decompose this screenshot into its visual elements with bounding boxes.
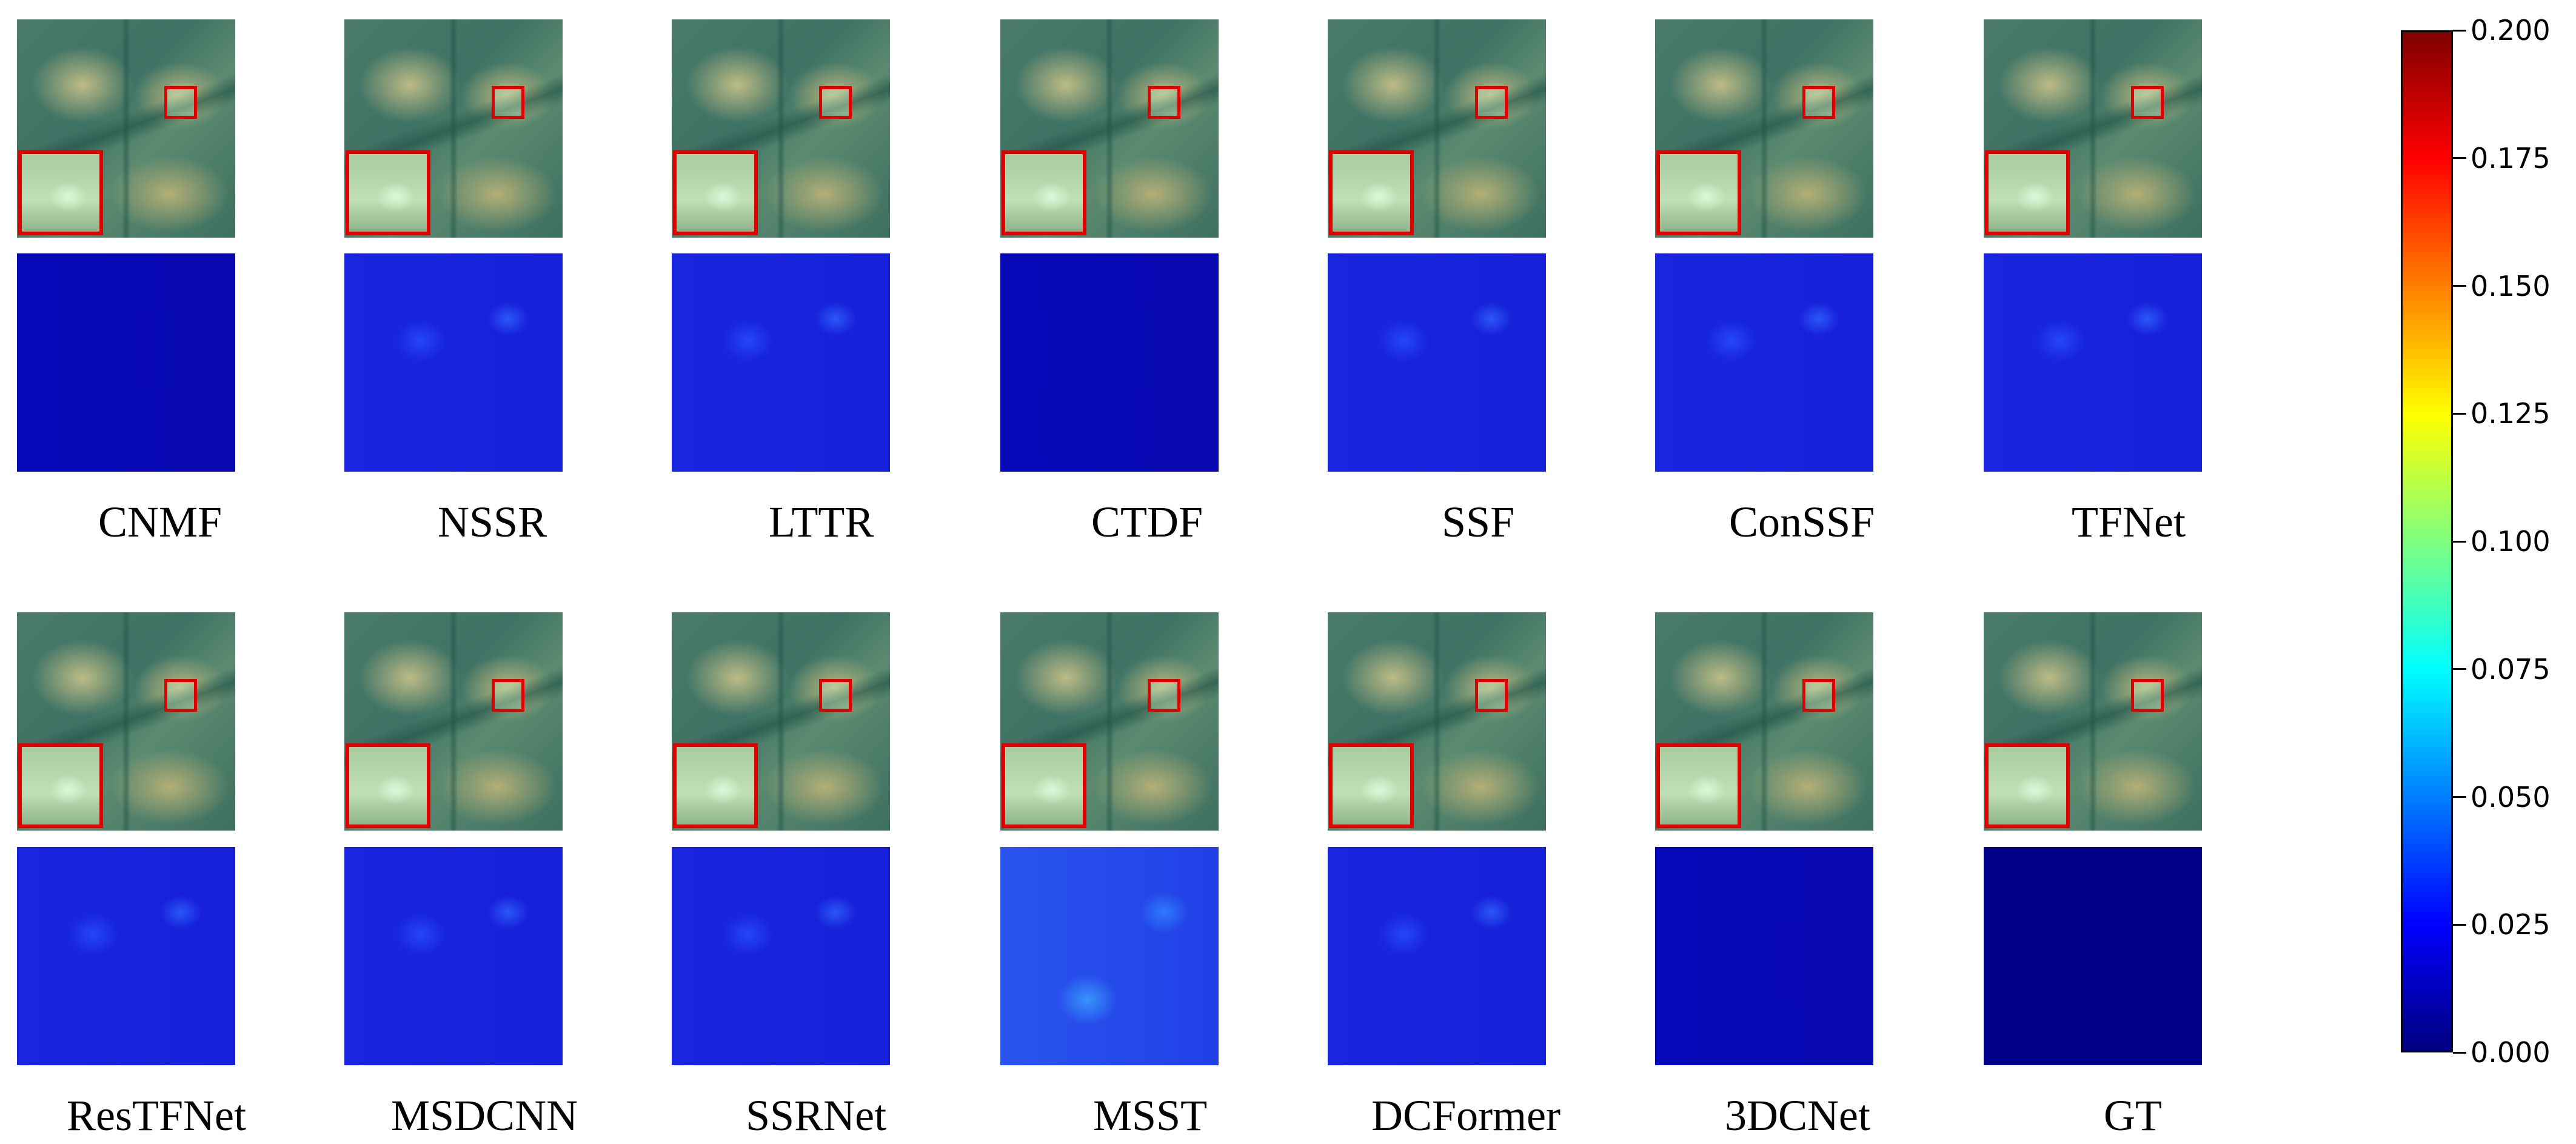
error-map-ssrnet	[672, 847, 890, 1065]
error-map-ssf	[1328, 253, 1546, 472]
colorbar-tick	[2453, 540, 2466, 543]
zoom-inset	[346, 743, 430, 828]
roi-box	[492, 679, 524, 712]
zoom-inset	[18, 743, 103, 828]
error-map-cnmf	[17, 253, 235, 472]
method-label-msst: MSST	[1093, 1091, 1208, 1140]
method-label-cnmf: CNMF	[98, 498, 222, 546]
rgb-msst	[1000, 612, 1219, 831]
roi-box	[819, 679, 852, 712]
colorbar-tick-label: 0.150	[2471, 269, 2551, 303]
zoom-inset	[1985, 743, 2070, 828]
method-label-ssf: SSF	[1442, 498, 1515, 546]
rgb-nssr	[344, 19, 563, 238]
error-map-msdcnn	[344, 847, 563, 1065]
rgb-ssf	[1328, 19, 1546, 238]
method-label-tfnet: TFNet	[2072, 498, 2186, 546]
colorbar-tick	[2453, 668, 2466, 671]
rgb-gt	[1984, 612, 2202, 831]
method-label-ssrnet: SSRNet	[746, 1091, 887, 1140]
error-map-nssr	[344, 253, 563, 472]
method-label-nssr: NSSR	[438, 498, 547, 546]
rgb-restfnet	[17, 612, 235, 831]
colorbar-tick-label: 0.175	[2471, 141, 2551, 175]
zoom-inset	[1002, 743, 1086, 828]
error-map-3dcnet	[1655, 847, 1873, 1065]
rgb-cnmf	[17, 19, 235, 238]
colorbar-tick-label: 0.025	[2471, 908, 2551, 942]
colorbar-tick	[2453, 412, 2466, 415]
roi-box	[2131, 86, 2164, 119]
colorbar-tick-label: 0.075	[2471, 652, 2551, 686]
method-label-gt: GT	[2104, 1091, 2162, 1140]
method-label-conssf: ConSSF	[1729, 498, 1875, 546]
zoom-inset	[1656, 150, 1741, 235]
rgb-tfnet	[1984, 19, 2202, 238]
zoom-inset	[18, 150, 103, 235]
method-label-lttr: LTTR	[769, 498, 874, 546]
roi-box	[819, 86, 852, 119]
error-map-gt	[1984, 847, 2202, 1065]
rgb-conssf	[1655, 19, 1873, 238]
roi-box	[1475, 679, 1508, 712]
method-label-msdcnn: MSDCNN	[391, 1091, 578, 1140]
colorbar-tick-label: 0.100	[2471, 525, 2551, 558]
error-map-msst	[1000, 847, 1219, 1065]
rgb-dcformer	[1328, 612, 1546, 831]
roi-box	[1148, 86, 1180, 119]
colorbar-tick	[2453, 796, 2466, 798]
colorbar-tick-label: 0.125	[2471, 397, 2551, 430]
zoom-inset	[1985, 150, 2070, 235]
colorbar-tick	[2453, 157, 2466, 159]
zoom-inset	[1329, 150, 1414, 235]
rgb-msdcnn	[344, 612, 563, 831]
roi-box	[164, 86, 197, 119]
zoom-inset	[1656, 743, 1741, 828]
roi-box	[492, 86, 524, 119]
error-map-conssf	[1655, 253, 1873, 472]
colorbar-tick-label: 0.000	[2471, 1036, 2551, 1069]
colorbar-tick-label: 0.200	[2471, 14, 2551, 47]
colorbar-tick	[2453, 1051, 2466, 1054]
method-label-dcformer: DCFormer	[1371, 1091, 1561, 1140]
colorbar-tick	[2453, 285, 2466, 287]
roi-box	[1802, 86, 1835, 119]
error-map-lttr	[672, 253, 890, 472]
error-map-restfnet	[17, 847, 235, 1065]
roi-box	[2131, 679, 2164, 712]
roi-box	[1802, 679, 1835, 712]
colorbar-tick	[2453, 923, 2466, 926]
error-map-ctdf	[1000, 253, 1219, 472]
method-label-restfnet: ResTFNet	[67, 1091, 246, 1140]
rgb-lttr	[672, 19, 890, 238]
colorbar-tick	[2453, 29, 2466, 32]
zoom-inset	[673, 150, 758, 235]
method-label-ctdf: CTDF	[1091, 498, 1203, 546]
zoom-inset	[1002, 150, 1086, 235]
method-label-3dcnet: 3DCNet	[1725, 1091, 1870, 1140]
zoom-inset	[1329, 743, 1414, 828]
rgb-ctdf	[1000, 19, 1219, 238]
rgb-3dcnet	[1655, 612, 1873, 831]
zoom-inset	[346, 150, 430, 235]
colorbar-tick-label: 0.050	[2471, 780, 2551, 814]
rgb-ssrnet	[672, 612, 890, 831]
roi-box	[1148, 679, 1180, 712]
error-map-tfnet	[1984, 253, 2202, 472]
zoom-inset	[673, 743, 758, 828]
error-map-dcformer	[1328, 847, 1546, 1065]
colorbar	[2401, 30, 2453, 1052]
roi-box	[164, 679, 197, 712]
roi-box	[1475, 86, 1508, 119]
